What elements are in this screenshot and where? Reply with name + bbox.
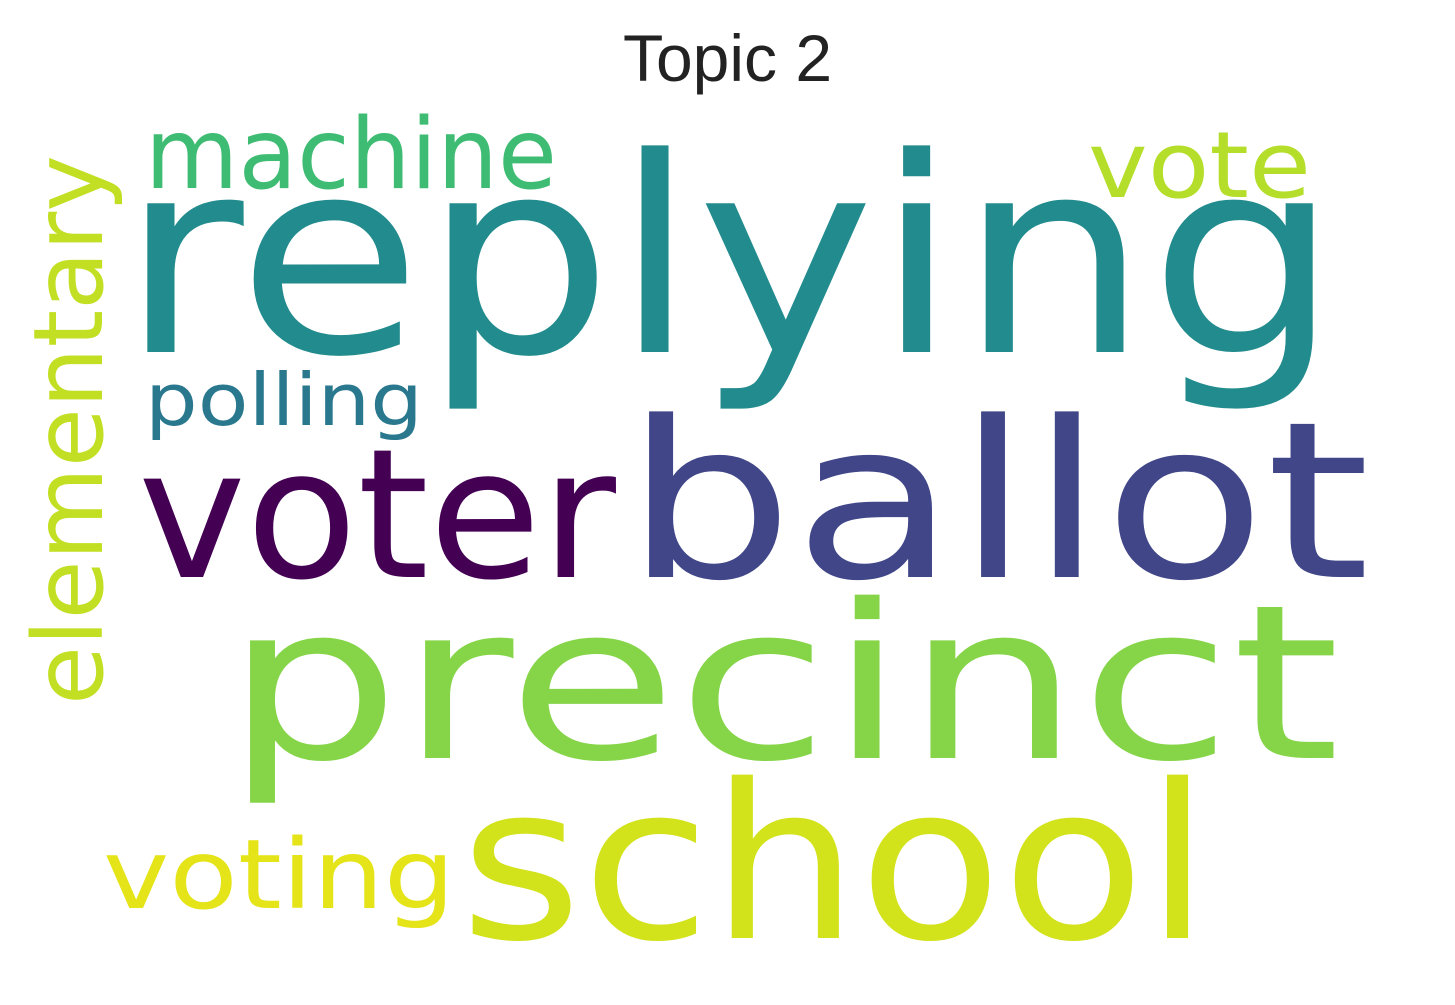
word-school: school	[460, 738, 1210, 989]
word-polling: polling	[145, 358, 423, 442]
word-voter: voter	[138, 411, 616, 620]
word-voting: voting	[103, 819, 455, 931]
word-precinct: precinct	[225, 558, 1340, 809]
word-replying: replying	[120, 101, 1340, 417]
word-elementary: elementary	[13, 155, 125, 705]
word-ballot: ballot	[625, 376, 1370, 629]
word-vote: vote	[1088, 112, 1311, 219]
word-machine: machine	[145, 98, 557, 212]
plot-title: Topic 2	[622, 21, 833, 95]
